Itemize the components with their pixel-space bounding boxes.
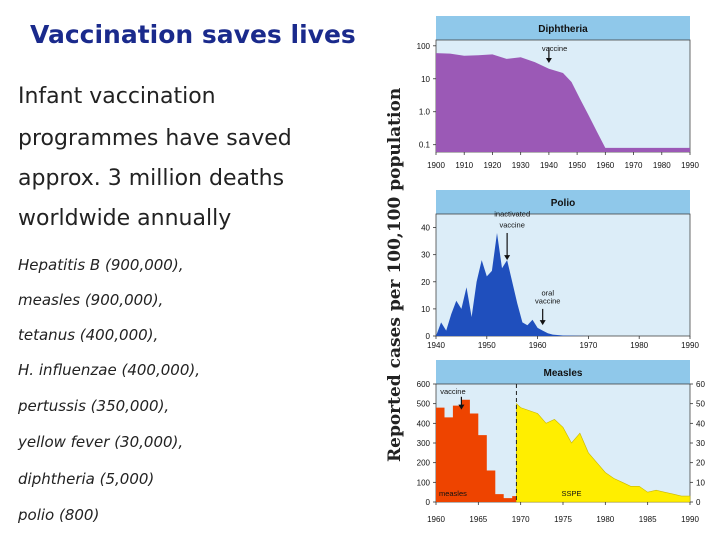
annotation-label: vaccine <box>440 387 465 396</box>
intro-line: programmes have saved <box>18 126 292 151</box>
intro-line: Infant vaccination <box>18 84 216 109</box>
death-count-item: tetanus (400,000), <box>18 326 159 344</box>
x-tick-label: 1930 <box>512 161 530 170</box>
x-tick-label: 1980 <box>596 515 614 524</box>
x-tick-label: 1950 <box>478 341 496 350</box>
y-tick-label-right: 30 <box>696 439 705 448</box>
x-tick-label: 1985 <box>639 515 657 524</box>
death-count-item: yellow fever (30,000), <box>18 433 184 451</box>
death-count-item: polio (800) <box>18 506 100 524</box>
x-tick-label: 1940 <box>427 341 445 350</box>
y-tick-label: 40 <box>421 224 430 233</box>
series-area-diphtheria <box>436 53 690 152</box>
x-tick-label: 1950 <box>568 161 586 170</box>
intro-line: approx. 3 million deaths <box>18 166 285 191</box>
y-tick-label: 10 <box>421 305 430 314</box>
y-tick-label: 200 <box>417 459 431 468</box>
x-tick-label: 1980 <box>630 341 648 350</box>
y-tick-label: 0 <box>426 332 431 341</box>
annotation-label: inactivated <box>494 210 530 219</box>
x-tick-label: 1960 <box>596 161 614 170</box>
x-tick-label: 1970 <box>512 515 530 524</box>
y-tick-label-right: 0 <box>696 498 701 507</box>
series-area-sspe <box>516 403 691 503</box>
chart-header-bar <box>436 190 690 214</box>
annotation-label: vaccine <box>535 296 560 305</box>
y-tick-label: 100 <box>417 42 431 51</box>
vaccine-arrow <box>504 255 511 261</box>
y-tick-label-right: 20 <box>696 459 705 468</box>
chart-title: Measles <box>544 368 583 379</box>
slide-title: Vaccination saves lives <box>30 20 356 49</box>
x-tick-label: 1960 <box>529 341 547 350</box>
annotation-label: measles <box>439 489 467 498</box>
x-tick-label: 1990 <box>681 161 699 170</box>
x-tick-label: 1965 <box>469 515 487 524</box>
x-tick-label: 1970 <box>625 161 643 170</box>
x-tick-label: 1940 <box>540 161 558 170</box>
chart-title: Polio <box>551 198 575 209</box>
annotation-label: oral <box>542 288 555 297</box>
y-tick-label-right: 10 <box>696 478 705 487</box>
death-count-item: Hepatitis B (900,000), <box>18 256 184 274</box>
series-area-measles <box>436 399 614 502</box>
vaccine-arrow <box>545 58 552 64</box>
death-count-item: pertussis (350,000), <box>18 397 170 415</box>
y-axis-label: Reported cases per 100,100 population <box>385 87 405 462</box>
x-tick-label: 1900 <box>427 161 445 170</box>
x-tick-label: 1960 <box>427 515 445 524</box>
y-tick-label-right: 60 <box>696 380 705 389</box>
series-area-polio <box>436 233 690 336</box>
x-tick-label: 1920 <box>484 161 502 170</box>
death-count-item: H. influenzae (400,000), <box>18 361 200 379</box>
vaccine-arrow <box>458 404 465 410</box>
vaccine-arrow <box>539 320 546 326</box>
annotation-label: SSPE <box>561 489 581 498</box>
y-tick-label: 1.0 <box>419 108 431 117</box>
death-count-item: measles (900,000), <box>18 291 164 309</box>
annotation-label: vaccine <box>499 221 524 230</box>
intro-line: worldwide annually <box>18 206 232 231</box>
x-tick-label: 1990 <box>681 341 699 350</box>
x-tick-label: 1975 <box>554 515 572 524</box>
y-tick-label: 100 <box>417 478 431 487</box>
y-tick-label-right: 40 <box>696 419 705 428</box>
y-tick-label: 300 <box>417 439 431 448</box>
x-tick-label: 1990 <box>681 515 699 524</box>
y-tick-label: 500 <box>417 400 431 409</box>
y-tick-label: 30 <box>421 251 430 260</box>
x-tick-label: 1970 <box>580 341 598 350</box>
y-tick-label: 20 <box>421 278 430 287</box>
chart-header-bar <box>436 360 690 384</box>
annotation-label: vaccine <box>542 44 567 53</box>
x-tick-label: 1980 <box>653 161 671 170</box>
y-tick-label: 0.1 <box>419 141 431 150</box>
y-tick-label-right: 50 <box>696 400 705 409</box>
x-tick-label: 1910 <box>455 161 473 170</box>
y-tick-label: 600 <box>417 380 431 389</box>
chart-header-bar <box>436 16 690 40</box>
death-count-item: diphtheria (5,000) <box>18 470 155 488</box>
y-tick-label: 0 <box>426 498 431 507</box>
y-tick-label: 10 <box>421 75 430 84</box>
chart-title: Diphtheria <box>538 24 588 35</box>
y-tick-label: 400 <box>417 419 431 428</box>
